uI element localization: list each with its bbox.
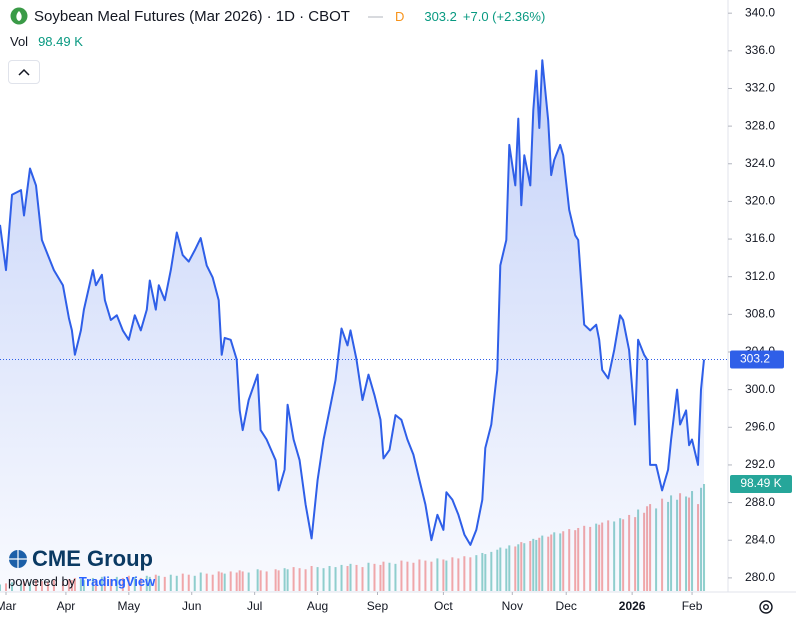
symbol-title: Soybean Meal Futures (Mar 2026) · 1D · C…: [34, 7, 350, 25]
volume-value: 98.49 K: [38, 34, 83, 49]
interval-flag: D: [394, 8, 405, 24]
gear-hub: [763, 604, 769, 610]
y-tick-label: 316.0: [745, 231, 775, 245]
y-tick-label: 340.0: [745, 5, 775, 19]
x-tick-label: Dec: [556, 599, 577, 613]
x-tick-label: Mar: [0, 599, 16, 613]
last-volume-label: 98.49 K: [740, 476, 781, 490]
logo: CME Group: [8, 546, 155, 572]
gear: [759, 600, 773, 614]
legend-header: Soybean Meal Futures (Mar 2026) · 1D · C…: [0, 0, 720, 60]
collapse-button[interactable]: [8, 60, 40, 84]
y-tick-label: 320.0: [745, 194, 775, 208]
plot-area: [0, 59, 728, 592]
volume-caption: Vol: [10, 34, 29, 49]
price-change: +7.0 (+2.36%): [462, 8, 546, 24]
x-tick-label: Aug: [307, 599, 328, 613]
symbol-icon: [10, 7, 28, 25]
volume-row: Vol 98.49 K: [10, 34, 83, 49]
title-row: Soybean Meal Futures (Mar 2026) · 1D · C…: [10, 7, 545, 25]
logo-text: CME Group: [32, 546, 153, 571]
y-tick-label: 288.0: [745, 495, 775, 509]
chevron: [18, 68, 30, 76]
y-tick-label: 292.0: [745, 457, 775, 471]
x-tick-label: Oct: [434, 599, 453, 613]
powered-text: powered by: [8, 574, 76, 589]
y-tick-label: 312.0: [745, 269, 775, 283]
y-tick-label: 336.0: [745, 43, 775, 57]
y-tick-label: 280.0: [745, 570, 775, 584]
y-tick-label: 308.0: [745, 307, 775, 321]
last-volume-box: [730, 475, 792, 493]
last-price-box: [730, 350, 784, 369]
x-tick-label: 2026: [619, 599, 646, 613]
x-tick-label: Nov: [502, 599, 523, 613]
y-tick-label: 324.0: [745, 156, 775, 170]
x-tick-label: Sep: [367, 599, 389, 613]
x-tick-label: Apr: [57, 599, 76, 613]
dash: —: [367, 7, 383, 25]
y-tick-label: 328.0: [745, 118, 775, 132]
y-tick-label: 332.0: [745, 81, 775, 95]
settings-icon[interactable]: [759, 600, 773, 614]
x-tick-label: Jun: [182, 599, 201, 613]
last-price-label: 303.2: [740, 352, 770, 366]
price-line: [0, 59, 705, 546]
y-tick-label: 300.0: [745, 382, 775, 396]
y-tick-label: 284.0: [745, 532, 775, 546]
x-tick-label: Feb: [682, 599, 703, 613]
powered-by: powered by TradingView: [8, 574, 155, 589]
last-price: 303.2: [424, 8, 457, 24]
platform-text: TradingView: [78, 574, 156, 589]
volume-bar: [703, 484, 706, 591]
y-tick-label: 296.0: [745, 419, 775, 433]
area-fill: [0, 60, 704, 592]
x-tick-label: Jul: [247, 599, 262, 613]
logo-globe: [9, 550, 27, 568]
x-tick-label: May: [117, 599, 140, 613]
branding: CME Group powered by TradingView: [8, 546, 155, 589]
